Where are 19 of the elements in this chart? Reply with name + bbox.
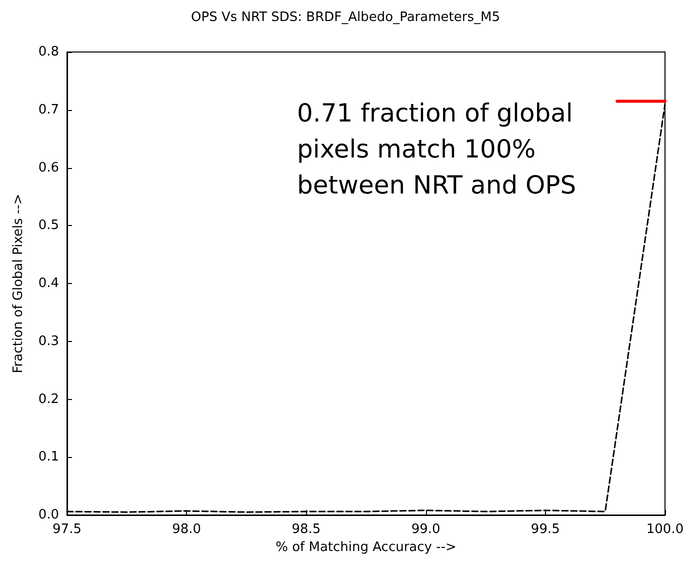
y-tick-label: 0.8: [38, 44, 59, 60]
y-tick-label: 0.3: [38, 334, 59, 349]
chart-title: OPS Vs NRT SDS: BRDF_Albedo_Parameters_M5: [191, 10, 500, 25]
x-tick-label: 98.5: [292, 522, 321, 537]
y-tick-label: 0.2: [38, 392, 59, 407]
y-axis-title: Fraction of Global Pixels -->: [11, 194, 26, 374]
y-tick-label: 0.1: [38, 450, 59, 465]
x-tick-label: 98.0: [172, 522, 202, 537]
x-tick-label: 99.5: [530, 522, 560, 537]
x-tick-label: 100.0: [646, 522, 684, 537]
y-tick-label: 0.7: [38, 102, 59, 118]
x-tick-label: 99.0: [411, 522, 440, 537]
x-tick-label: 97.5: [52, 522, 82, 537]
x-axis-title: % of Matching Accuracy -->: [276, 540, 456, 555]
y-tick-label: 0.6: [38, 160, 59, 176]
y-tick-label: 0.4: [38, 276, 59, 291]
y-tick-label: 0.5: [38, 218, 59, 234]
annotation: 0.71 fraction of global pixels match 100% between NRT and OPS: [297, 98, 581, 200]
y-tick-label: 0.0: [38, 508, 59, 522]
